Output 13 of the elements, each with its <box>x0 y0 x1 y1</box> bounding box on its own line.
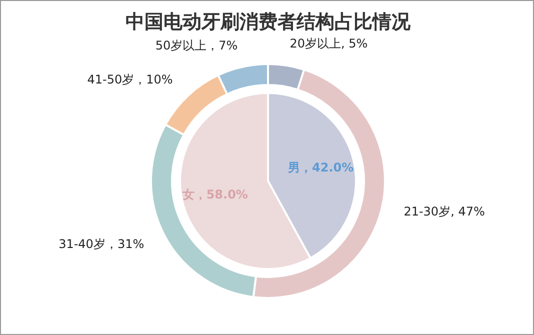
slice-label: 男 <box>287 160 300 174</box>
chart-title: 中国电动牙刷消费者结构占比情况 <box>124 10 412 35</box>
slice-label: 21-30岁 <box>404 204 451 218</box>
data-label: ，42.0% <box>300 160 354 174</box>
data-label: ，7% <box>206 38 238 52</box>
data-label: ，10% <box>134 72 173 87</box>
data-label: , 47% <box>450 204 485 218</box>
slice-label: 20岁以上 <box>290 36 342 51</box>
slice-label: 41-50岁 <box>87 72 134 87</box>
data-label: ，31% <box>105 237 144 252</box>
slice-label: 31-40岁 <box>58 237 106 252</box>
slice-label: 50岁以上 <box>155 38 207 52</box>
data-label: , 5% <box>341 36 368 51</box>
